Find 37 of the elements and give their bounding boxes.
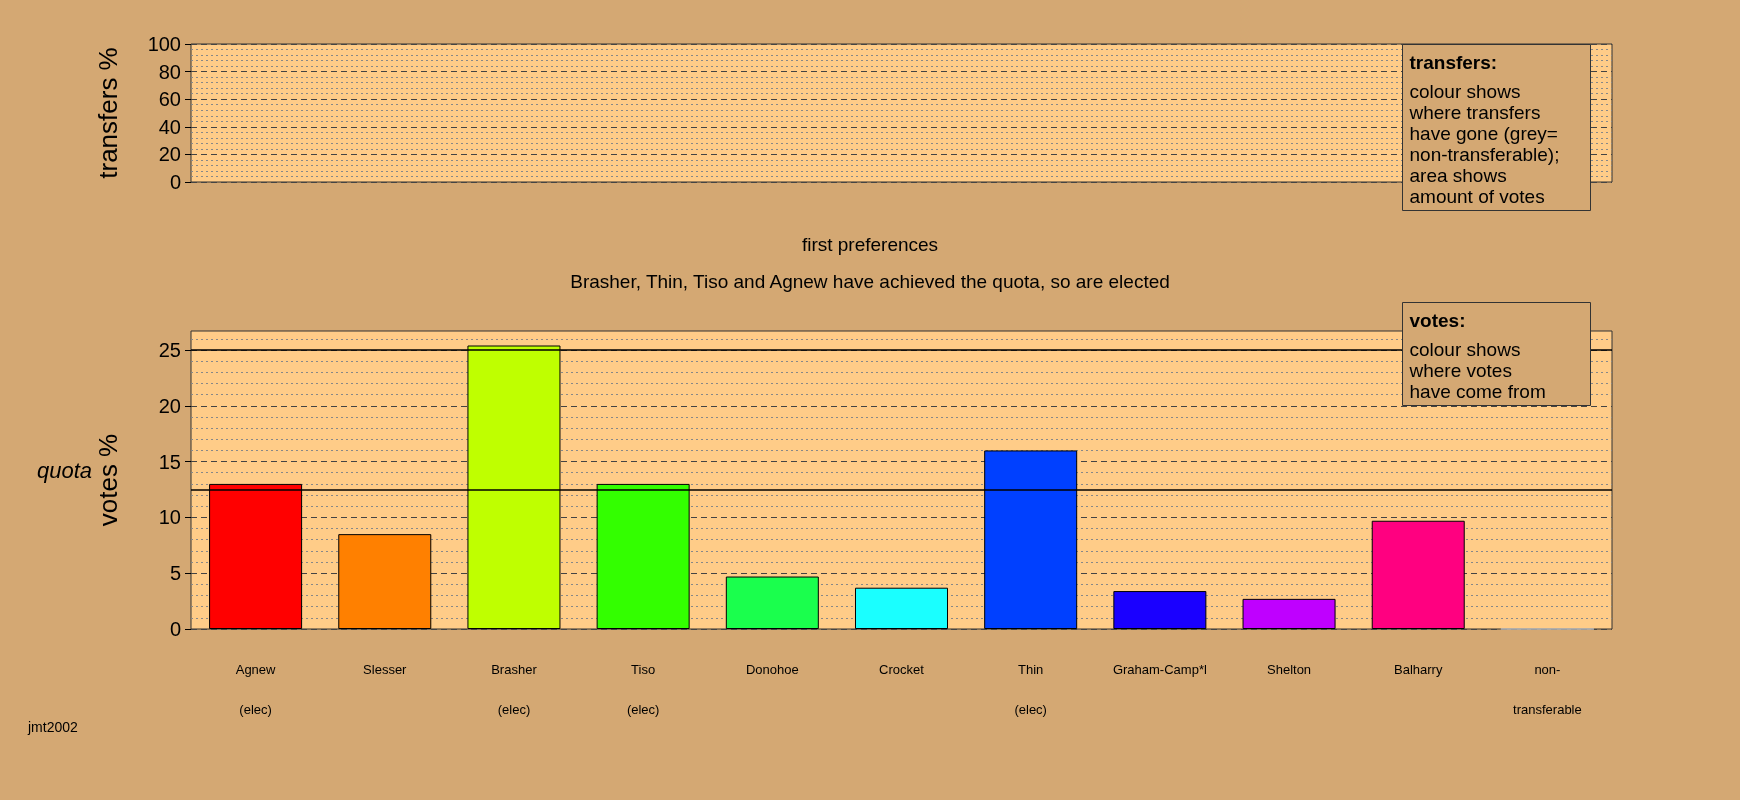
x-tick-label: Shelton [1267, 661, 1312, 677]
x-tick-label: Balharry [1394, 661, 1443, 677]
y-tick-label: 15 [158, 450, 181, 473]
x-tick-label: Graham-Camp*l [1112, 661, 1207, 677]
y-axis-title: votes % [93, 433, 123, 527]
category-label: Thin (elec) [1014, 661, 1047, 717]
bar [725, 576, 819, 629]
y-tick-label: 20 [158, 143, 181, 166]
y-tick-label: 80 [158, 60, 181, 83]
bar [1242, 598, 1336, 629]
y-axis-title: transfers % [93, 47, 123, 179]
y-tick-label: 100 [147, 33, 181, 55]
annotation: transfers: colour shows where transfers have gone (grey= non-transferable); area shows amount of votes [1408, 51, 1560, 207]
y-tick-label: 10 [158, 506, 181, 529]
y-tick-label: 20 [158, 394, 181, 417]
category-label: Agnew (elec) [235, 661, 276, 717]
x-tick-label: Crocket [879, 661, 925, 677]
bar [854, 587, 949, 629]
y-tick-label: 60 [158, 88, 181, 111]
y-tick-label: 25 [158, 338, 181, 361]
category-label: Brasher (elec) [491, 661, 537, 717]
y-tick-label: 5 [169, 562, 181, 585]
y-tick-label: 40 [158, 115, 181, 138]
annotation: votes: colour shows where votes have come from [1408, 309, 1546, 402]
ref-line-label: quota [36, 457, 93, 483]
chart-title: first preferences [801, 234, 939, 255]
category-label: non- transferable [1513, 661, 1582, 717]
x-tick-label: Slesser [363, 661, 408, 677]
bar [338, 534, 432, 629]
x-tick-label: Donohoe [745, 661, 799, 677]
category-label: Tiso (elec) [626, 661, 660, 717]
text: jmt2002 [27, 719, 79, 735]
bar [1371, 520, 1465, 629]
y-tick-label: 0 [169, 618, 181, 640]
chart-subtitle: Brasher, Thin, Tiso and Agnew have achieved the quota, so are elected [570, 271, 1170, 292]
bar [1113, 591, 1207, 629]
y-tick-label: 0 [169, 171, 181, 193]
